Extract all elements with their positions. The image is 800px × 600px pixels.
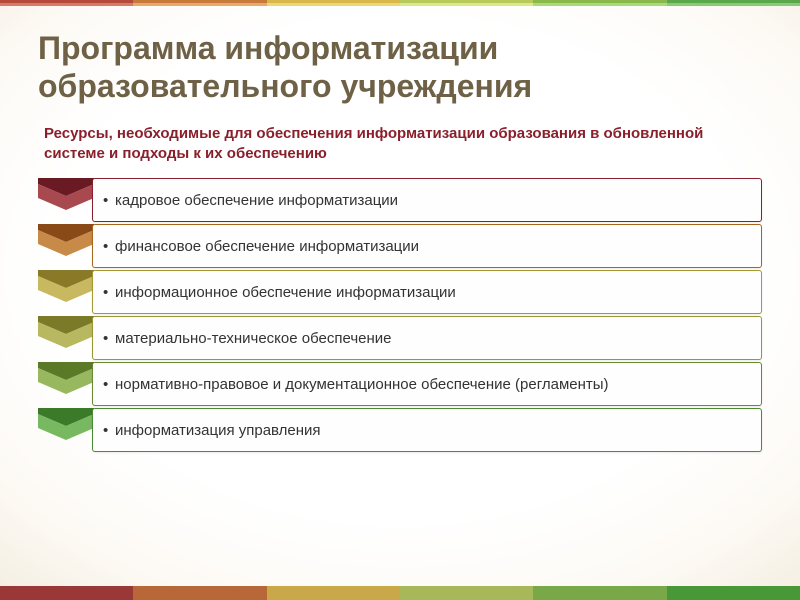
chevron-icon bbox=[38, 224, 94, 268]
chevron-icon bbox=[38, 316, 94, 360]
stripe-segment bbox=[667, 586, 800, 600]
item-box: информационное обеспечение информатизаци… bbox=[92, 270, 762, 314]
item-text: информатизация управления bbox=[115, 422, 321, 439]
item-text: финансовое обеспечение информатизации bbox=[115, 238, 419, 255]
item-text: нормативно-правовое и документационное о… bbox=[115, 376, 609, 393]
chevron-icon bbox=[38, 270, 94, 314]
list-item: информатизация управления bbox=[38, 408, 762, 452]
list-item: материально-техническое обеспечение bbox=[38, 316, 762, 360]
stripe-segment bbox=[533, 3, 666, 6]
slide: Программа информатизации образовательног… bbox=[0, 0, 800, 600]
item-box: финансовое обеспечение информатизации bbox=[92, 224, 762, 268]
stripe-segment bbox=[533, 586, 666, 600]
chevron-icon bbox=[38, 178, 94, 222]
stripe-segment bbox=[400, 3, 533, 6]
content-area: Программа информатизации образовательног… bbox=[38, 30, 762, 452]
stripe-segment bbox=[400, 586, 533, 600]
chevron-icon bbox=[38, 362, 94, 406]
stripe-segment bbox=[0, 586, 133, 600]
item-box: информатизация управления bbox=[92, 408, 762, 452]
item-text: информационное обеспечение информатизаци… bbox=[115, 284, 456, 301]
stripe-segment bbox=[133, 3, 266, 6]
chevron-icon bbox=[38, 408, 94, 452]
slide-title: Программа информатизации образовательног… bbox=[38, 30, 762, 106]
top-color-stripe bbox=[0, 0, 800, 6]
bottom-color-stripe bbox=[0, 586, 800, 600]
stripe-row-2 bbox=[0, 3, 800, 6]
list-item: финансовое обеспечение информатизации bbox=[38, 224, 762, 268]
resource-list: кадровое обеспечение информатизации фина… bbox=[38, 178, 762, 452]
list-item: информационное обеспечение информатизаци… bbox=[38, 270, 762, 314]
stripe-segment bbox=[667, 3, 800, 6]
slide-subtitle: Ресурсы, необходимые для обеспечения инф… bbox=[38, 124, 762, 165]
item-box: нормативно-правовое и документационное о… bbox=[92, 362, 762, 406]
item-text: кадровое обеспечение информатизации bbox=[115, 192, 398, 209]
stripe-segment bbox=[267, 3, 400, 6]
list-item: нормативно-правовое и документационное о… bbox=[38, 362, 762, 406]
item-box: материально-техническое обеспечение bbox=[92, 316, 762, 360]
item-box: кадровое обеспечение информатизации bbox=[92, 178, 762, 222]
item-text: материально-техническое обеспечение bbox=[115, 330, 391, 347]
stripe-segment bbox=[133, 586, 266, 600]
list-item: кадровое обеспечение информатизации bbox=[38, 178, 762, 222]
stripe-segment bbox=[267, 586, 400, 600]
stripe-segment bbox=[0, 3, 133, 6]
